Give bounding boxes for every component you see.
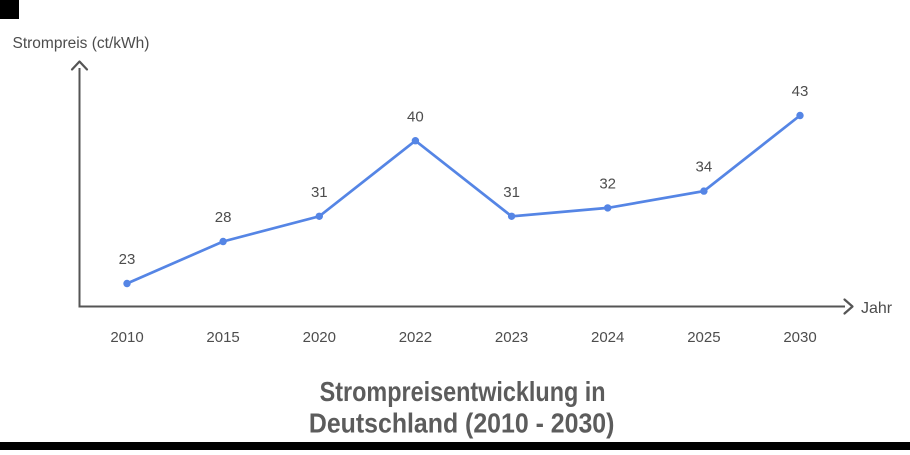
- svg-text:2010: 2010: [110, 329, 143, 346]
- svg-text:23: 23: [119, 251, 136, 268]
- svg-text:2022: 2022: [399, 329, 432, 346]
- svg-text:31: 31: [311, 184, 328, 201]
- svg-text:Strompreisentwicklung in: Strompreisentwicklung in: [320, 376, 606, 407]
- svg-text:31: 31: [503, 184, 520, 201]
- svg-text:34: 34: [696, 159, 713, 176]
- svg-text:2020: 2020: [303, 329, 336, 346]
- svg-text:Jahr: Jahr: [861, 300, 893, 317]
- svg-text:2015: 2015: [206, 329, 239, 346]
- svg-text:2024: 2024: [591, 329, 624, 346]
- svg-text:Strompreis (ct/kWh): Strompreis (ct/kWh): [13, 35, 150, 52]
- svg-text:28: 28: [215, 209, 232, 226]
- svg-text:32: 32: [599, 176, 616, 193]
- svg-text:2025: 2025: [687, 329, 720, 346]
- svg-text:43: 43: [792, 83, 809, 100]
- svg-text:2023: 2023: [495, 329, 528, 346]
- svg-text:2030: 2030: [783, 329, 816, 346]
- svg-text:Deutschland (2010 - 2030): Deutschland (2010 - 2030): [309, 408, 615, 439]
- svg-text:40: 40: [407, 108, 424, 125]
